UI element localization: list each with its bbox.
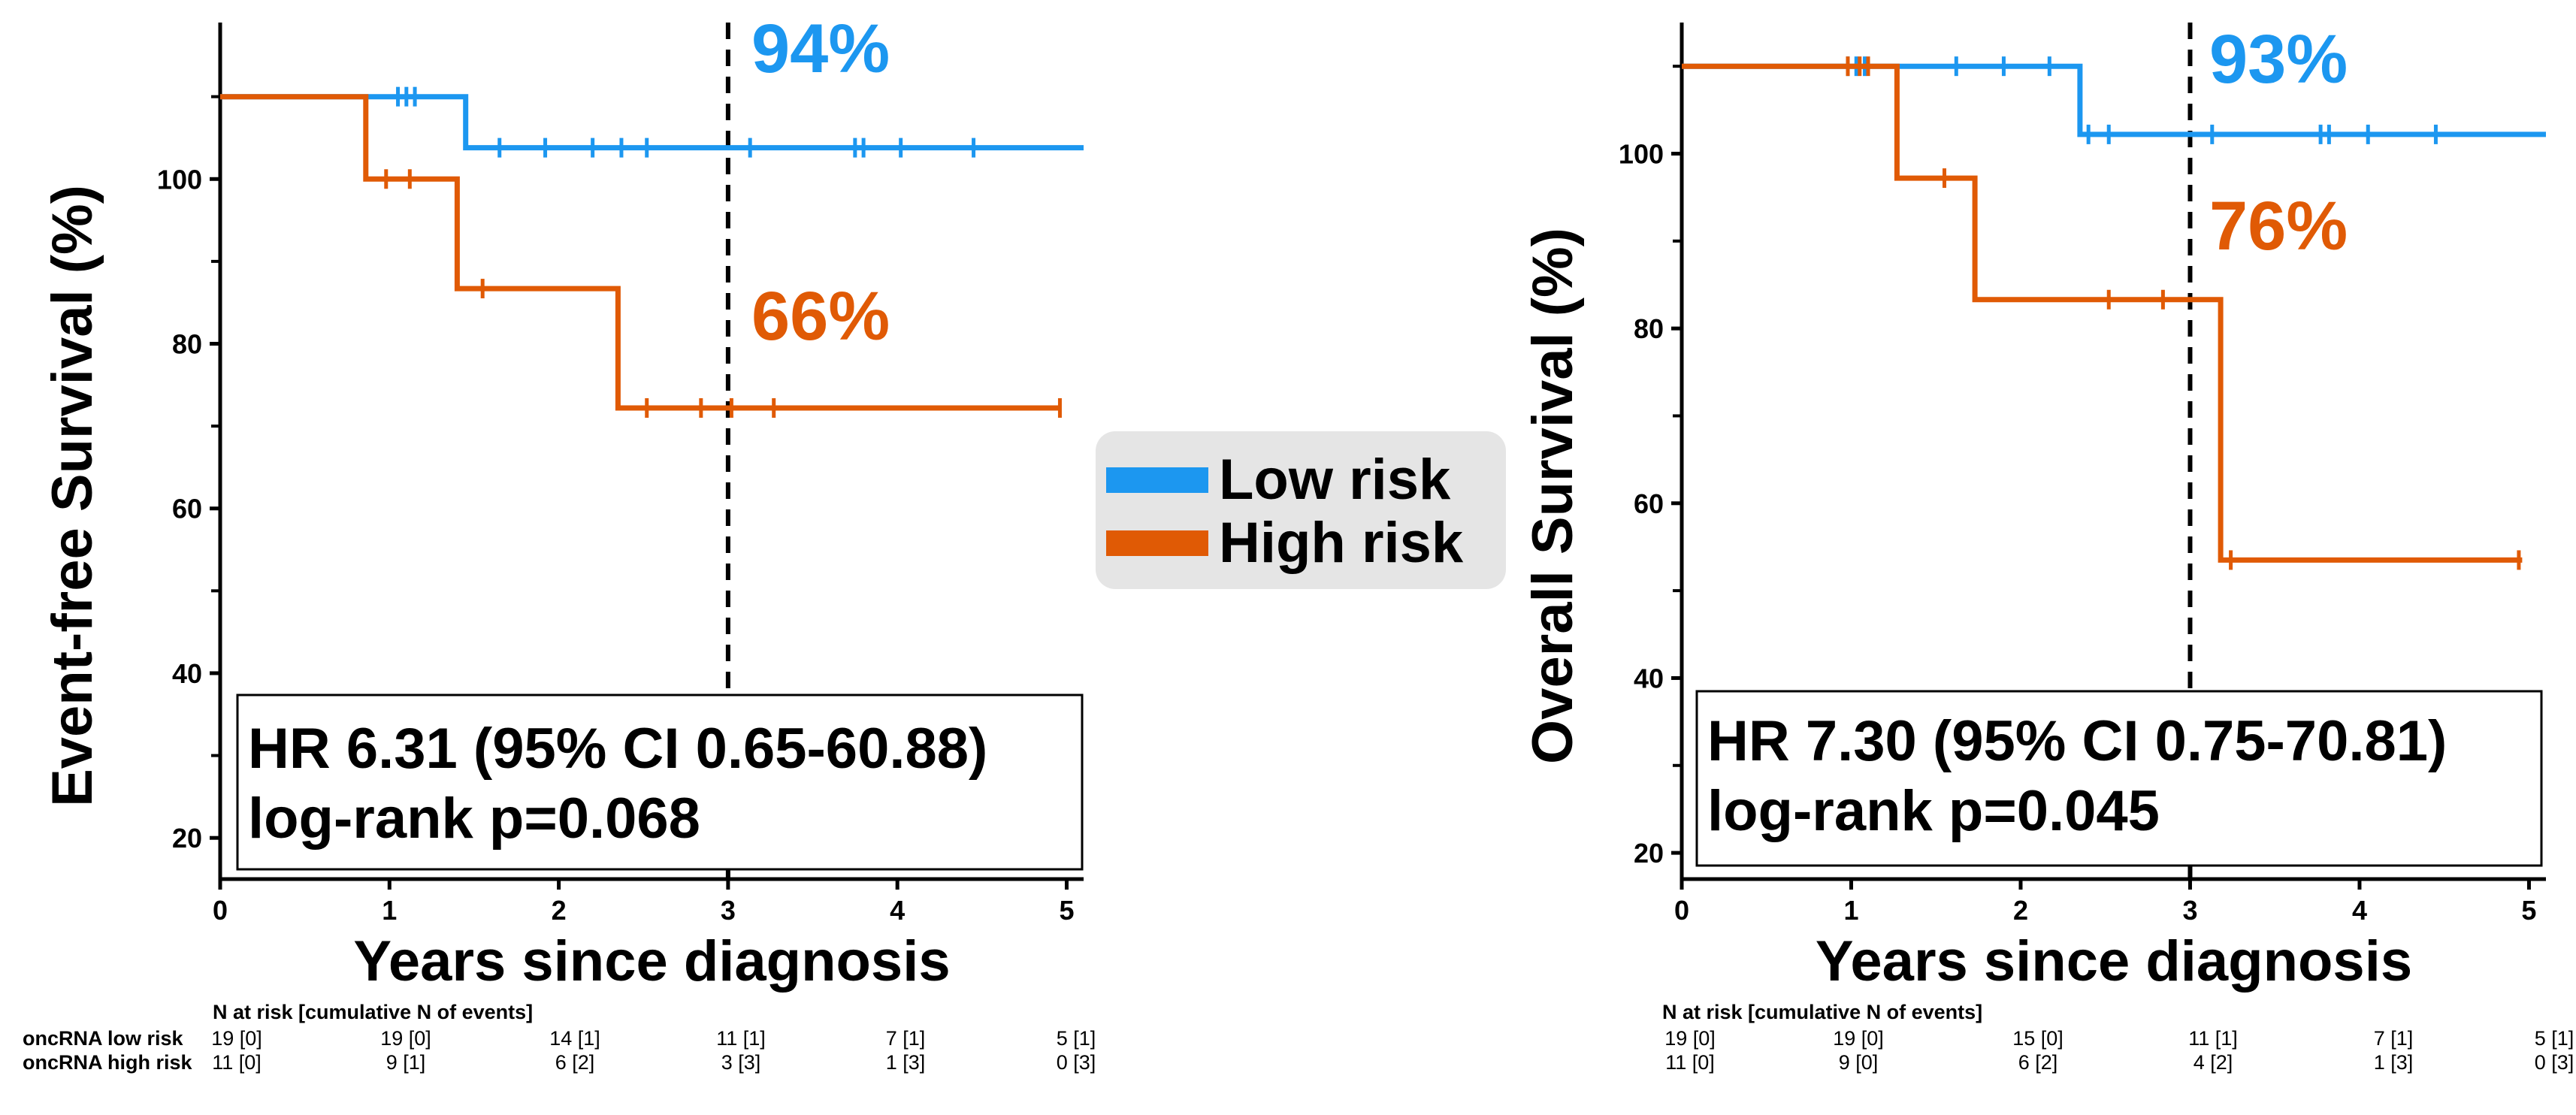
risk-table-cell: 14 [1] [549,1027,600,1050]
y-tick-label: 40 [1634,663,1664,693]
x-tick-label: 2 [2013,895,2028,926]
risk-table-cell: 19 [0] [1833,1027,1884,1050]
risk-table-cell: 6 [2] [2018,1051,2058,1074]
y-axis-title: Event-free Survival (%) [41,185,104,807]
risk-table-cell: 5 [1] [1057,1027,1096,1050]
x-tick-label: 1 [382,895,397,926]
risk-table-cell: 9 [1] [386,1051,426,1074]
x-tick-label: 0 [213,895,228,926]
high-risk-3yr-annotation: 76% [2209,188,2348,264]
high-risk-legend-label: High risk [1219,511,1464,575]
risk-table-cell: 11 [1] [716,1027,766,1050]
high-risk-3yr-annotation: 66% [751,278,890,355]
overall-survival-panel: 0 1 2 3 4 5 20 40 60 80 100 Years since diagnosis Ov… [1521,21,2574,1074]
x-tick-label: 3 [2182,895,2197,926]
y-tick-label: 100 [157,164,202,195]
y-tick-label: 100 [1619,138,1664,169]
risk-table-cell: 7 [1] [886,1027,926,1050]
x-tick-label: 4 [890,895,905,926]
risk-table-cell: 1 [3] [2374,1051,2414,1074]
risk-table-cell: 5 [1] [2535,1027,2574,1050]
risk-table-cell: 7 [1] [2374,1027,2414,1050]
low-risk-survival-curve [220,94,1084,151]
y-tick-label: 60 [172,494,202,524]
high-risk-survival-curve [220,94,1060,411]
stats-box [1695,690,2543,867]
y-axis-title: Overall Survival (%) [1521,228,1585,764]
risk-table-cell: 19 [0] [380,1027,431,1050]
x-axis-title: Years since diagnosis [353,929,950,993]
x-tick-label: 1 [1843,895,1858,926]
risk-table-cell: 9 [0] [1839,1051,1879,1074]
x-tick-label: 0 [1674,895,1689,926]
risk-table-cell: 0 [3] [2535,1051,2574,1074]
hazard-ratio-text: HR 7.30 (95% CI 0.75-70.81) [1707,709,2447,773]
risk-table-cell: 0 [3] [1057,1051,1096,1074]
risk-table-cell: 6 [2] [555,1051,595,1074]
low-risk-3yr-annotation: 93% [2209,21,2348,98]
event-free-survival-panel: 0 1 2 3 4 5 20 40 60 80 100 Years since diagnosis Ev… [23,11,1096,1074]
x-tick-label: 5 [1059,895,1074,926]
low-risk-survival-curve [1682,63,2546,137]
x-tick-label: 4 [2352,895,2367,926]
risk-table-cell: 4 [2] [2194,1051,2233,1074]
y-tick-label: 40 [172,658,202,689]
x-axis-title: Years since diagnosis [1816,929,2412,993]
high-risk-survival-curve [1682,63,2523,563]
y-tick-label: 20 [172,823,202,854]
high-risk-legend-swatch [1106,530,1208,556]
x-tick-label: 5 [2521,895,2536,926]
logrank-p-text: log-rank p=0.068 [248,787,700,851]
hazard-ratio-text: HR 6.31 (95% CI 0.65-60.88) [248,717,987,781]
risk-table-title: N at risk [cumulative N of events] [213,1001,533,1023]
x-tick-label: 3 [721,895,736,926]
y-tick-label: 60 [1634,488,1664,519]
risk-row-label: oncRNA high risk [23,1051,193,1074]
stats-box [236,693,1084,871]
y-tick-label: 80 [1634,313,1664,344]
low-risk-legend-label: Low risk [1219,448,1451,512]
risk-table-cell: 1 [3] [886,1051,926,1074]
y-tick-label: 20 [1634,838,1664,869]
risk-table-cell: 11 [0] [212,1051,262,1074]
x-tick-label: 2 [552,895,567,926]
risk-table-cell: 3 [3] [721,1051,761,1074]
risk-row-label: oncRNA low risk [23,1027,184,1050]
risk-table-title: N at risk [cumulative N of events] [1662,1001,1982,1023]
risk-table-cell: 11 [1] [2188,1027,2238,1050]
risk-table-cell: 15 [0] [2012,1027,2064,1050]
risk-table-cell: 19 [0] [1664,1027,1716,1050]
y-tick-label: 80 [172,329,202,360]
risk-table-cell: 19 [0] [211,1027,262,1050]
risk-table-cell: 11 [0] [1665,1051,1715,1074]
logrank-p-text: log-rank p=0.045 [1707,779,2160,843]
low-risk-3yr-annotation: 94% [751,11,890,87]
low-risk-legend-swatch [1106,467,1208,493]
